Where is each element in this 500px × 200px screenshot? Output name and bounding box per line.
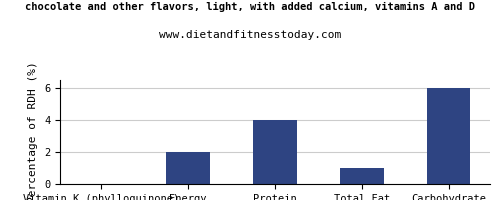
- Text: www.dietandfitnesstoday.com: www.dietandfitnesstoday.com: [159, 30, 341, 40]
- Bar: [254, 120, 296, 184]
- Bar: [427, 88, 470, 184]
- Bar: [340, 168, 384, 184]
- Y-axis label: Percentage of RDH (%): Percentage of RDH (%): [28, 61, 38, 200]
- Bar: [166, 152, 210, 184]
- Text: chocolate and other flavors, light, with added calcium, vitamins A and D: chocolate and other flavors, light, with…: [25, 2, 475, 12]
